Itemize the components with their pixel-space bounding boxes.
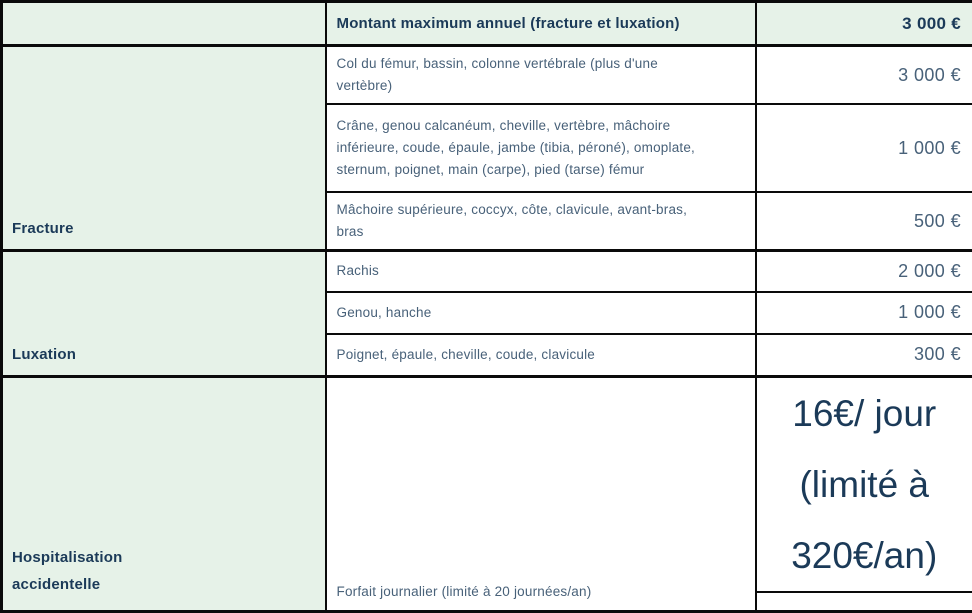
header-spacer-cell — [2, 2, 326, 46]
hospitalisation-desc: Forfait journalier (limité à 20 journées… — [326, 377, 756, 612]
hospitalisation-amount-line3: 320€/an) — [761, 520, 969, 591]
table-row: Luxation Rachis 2 000 € — [2, 251, 972, 292]
bottom-right-empty-cell — [756, 592, 972, 611]
hospitalisation-label-line1: Hospitalisation — [12, 544, 317, 571]
luxation-row2-amount: 1 000 € — [756, 292, 972, 334]
hospitalisation-amount-line2: (limité à — [761, 449, 969, 520]
luxation-row3-amount: 300 € — [756, 334, 972, 377]
fracture-row3-desc: Mâchoire supérieure, coccyx, côte, clavi… — [326, 192, 756, 251]
section-label-hospitalisation: Hospitalisation accidentelle — [2, 377, 326, 612]
hospitalisation-amount-line1: 16€/ jour — [761, 378, 969, 449]
fracture-row1-amount: 3 000 € — [756, 46, 972, 105]
luxation-row3-desc: Poignet, épaule, cheville, coude, clavic… — [326, 334, 756, 377]
section-label-luxation: Luxation — [2, 251, 326, 377]
fracture-row2-desc: Crâne, genou calcanéum, cheville, vertèb… — [326, 104, 756, 192]
table-row: Fracture Col du fémur, bassin, colonne v… — [2, 46, 972, 105]
header-row: Montant maximum annuel (fracture et luxa… — [2, 2, 972, 46]
hospitalisation-amount: 16€/ jour (limité à 320€/an) — [756, 377, 972, 593]
header-title: Montant maximum annuel (fracture et luxa… — [326, 2, 756, 46]
luxation-row2-desc: Genou, hanche — [326, 292, 756, 334]
luxation-row1-amount: 2 000 € — [756, 251, 972, 292]
fracture-row1-desc: Col du fémur, bassin, colonne vertébrale… — [326, 46, 756, 105]
luxation-row1-desc: Rachis — [326, 251, 756, 292]
table-row: Hospitalisation accidentelle Forfait jou… — [2, 377, 972, 593]
section-label-fracture: Fracture — [2, 46, 326, 251]
header-max-amount: 3 000 € — [756, 2, 972, 46]
fracture-row3-amount: 500 € — [756, 192, 972, 251]
hospitalisation-label-line2: accidentelle — [12, 571, 317, 598]
fracture-row2-amount: 1 000 € — [756, 104, 972, 192]
